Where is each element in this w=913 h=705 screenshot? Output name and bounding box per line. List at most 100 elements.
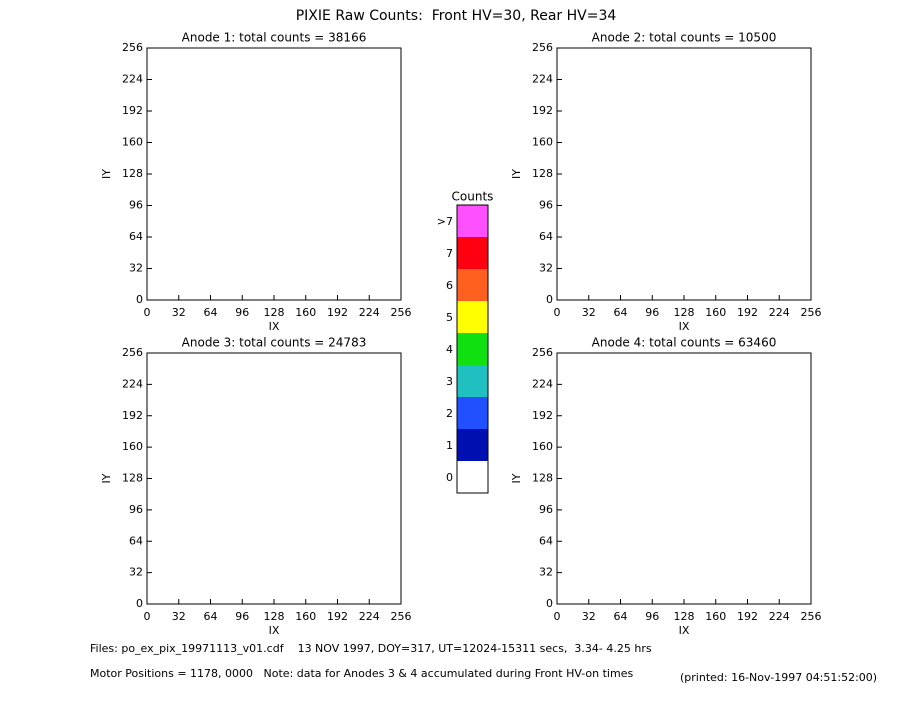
x-tick-label: 256 [801, 610, 822, 623]
x-tick-label: 160 [295, 610, 316, 623]
x-tick-label: 32 [172, 610, 186, 623]
x-axis-label: IX [269, 624, 280, 637]
y-tick-label: 32 [129, 262, 143, 275]
x-tick-label: 128 [264, 610, 285, 623]
colorbar-title: Counts [452, 190, 494, 204]
y-axis-label: IY [100, 473, 113, 483]
x-tick-label: 0 [554, 610, 561, 623]
y-tick-label: 0 [546, 293, 553, 306]
y-tick-label: 64 [129, 534, 143, 547]
x-tick-label: 160 [295, 306, 316, 319]
y-tick-label: 64 [539, 230, 553, 243]
y-tick-label: 224 [532, 73, 553, 86]
panel-title: Anode 3: total counts = 24783 [182, 336, 367, 350]
colorbar-swatch [457, 365, 488, 397]
x-tick-label: 96 [235, 610, 249, 623]
colorbar-label: 4 [446, 343, 453, 356]
colorbar-label: 2 [446, 407, 453, 420]
y-tick-label: 256 [122, 346, 143, 359]
x-tick-label: 224 [769, 610, 790, 623]
x-tick-label: 224 [769, 306, 790, 319]
y-tick-label: 32 [539, 262, 553, 275]
colorbar-swatch [457, 397, 488, 429]
y-tick-label: 96 [539, 503, 553, 516]
x-tick-label: 256 [391, 306, 412, 319]
x-tick-label: 64 [614, 306, 628, 319]
footer-printed: (printed: 16-Nov-1997 04:51:52:00) [680, 671, 877, 684]
y-tick-label: 96 [129, 503, 143, 516]
x-tick-label: 192 [737, 306, 758, 319]
x-tick-label: 32 [172, 306, 186, 319]
plot-frame [146, 47, 402, 301]
x-tick-label: 0 [144, 306, 151, 319]
x-tick-label: 224 [359, 306, 380, 319]
y-tick-label: 192 [532, 409, 553, 422]
colorbar-swatch [457, 429, 488, 461]
y-tick-label: 160 [122, 136, 143, 149]
y-tick-label: 128 [122, 472, 143, 485]
colorbar-label: 6 [446, 279, 453, 292]
y-tick-label: 96 [539, 199, 553, 212]
x-tick-label: 128 [674, 610, 695, 623]
colorbar-label: 5 [446, 311, 453, 324]
y-tick-label: 160 [122, 440, 143, 453]
colorbar-label: 3 [446, 375, 453, 388]
footer-motor: Motor Positions = 1178, 0000 Note: data … [90, 667, 633, 680]
footer-files: Files: po_ex_pix_19971113_v01.cdf 13 NOV… [90, 642, 652, 655]
y-tick-label: 128 [122, 167, 143, 180]
x-tick-label: 0 [554, 306, 561, 319]
x-tick-label: 32 [582, 306, 596, 319]
x-tick-label: 64 [204, 610, 218, 623]
y-tick-label: 0 [136, 597, 143, 610]
y-tick-label: 0 [546, 597, 553, 610]
x-tick-label: 128 [264, 306, 285, 319]
x-tick-label: 96 [645, 306, 659, 319]
x-axis-label: IX [269, 320, 280, 333]
x-tick-label: 32 [582, 610, 596, 623]
colorbar-label: 7 [446, 247, 453, 260]
y-tick-label: 256 [532, 41, 553, 54]
y-tick-label: 64 [539, 534, 553, 547]
y-tick-label: 32 [539, 566, 553, 579]
y-tick-label: 160 [532, 136, 553, 149]
colorbar-label: 1 [446, 439, 453, 452]
y-axis-label: IY [510, 473, 523, 483]
y-tick-label: 96 [129, 199, 143, 212]
colorbar-label: 0 [446, 471, 453, 484]
x-tick-label: 128 [674, 306, 695, 319]
plot-frame [146, 352, 402, 605]
panel-title: Anode 4: total counts = 63460 [592, 336, 777, 350]
x-tick-label: 64 [614, 610, 628, 623]
colorbar-frame [456, 204, 489, 494]
colorbar-swatch [457, 333, 488, 365]
y-axis-label: IY [510, 169, 523, 179]
plot-frame [556, 47, 812, 301]
x-tick-label: 160 [705, 610, 726, 623]
x-axis-label: IX [679, 320, 690, 333]
y-tick-label: 32 [129, 566, 143, 579]
colorbar-swatch [457, 205, 488, 237]
y-tick-label: 64 [129, 230, 143, 243]
x-tick-label: 256 [391, 610, 412, 623]
main-title: PIXIE Raw Counts: Front HV=30, Rear HV=3… [296, 8, 617, 24]
y-tick-label: 192 [122, 409, 143, 422]
panel-title: Anode 2: total counts = 10500 [592, 31, 777, 45]
y-tick-label: 224 [532, 377, 553, 390]
x-tick-label: 192 [737, 610, 758, 623]
colorbar-label: >7 [437, 215, 453, 228]
x-tick-label: 0 [144, 610, 151, 623]
y-tick-label: 0 [136, 293, 143, 306]
x-tick-label: 96 [645, 610, 659, 623]
y-tick-label: 128 [532, 472, 553, 485]
colorbar-swatch [457, 237, 488, 269]
y-tick-label: 192 [122, 104, 143, 117]
y-tick-label: 192 [532, 104, 553, 117]
y-tick-label: 160 [532, 440, 553, 453]
y-tick-label: 224 [122, 73, 143, 86]
plot-frame [556, 352, 812, 605]
x-tick-label: 96 [235, 306, 249, 319]
y-tick-label: 256 [122, 41, 143, 54]
colorbar-swatch [457, 301, 488, 333]
panel-title: Anode 1: total counts = 38166 [182, 31, 367, 45]
